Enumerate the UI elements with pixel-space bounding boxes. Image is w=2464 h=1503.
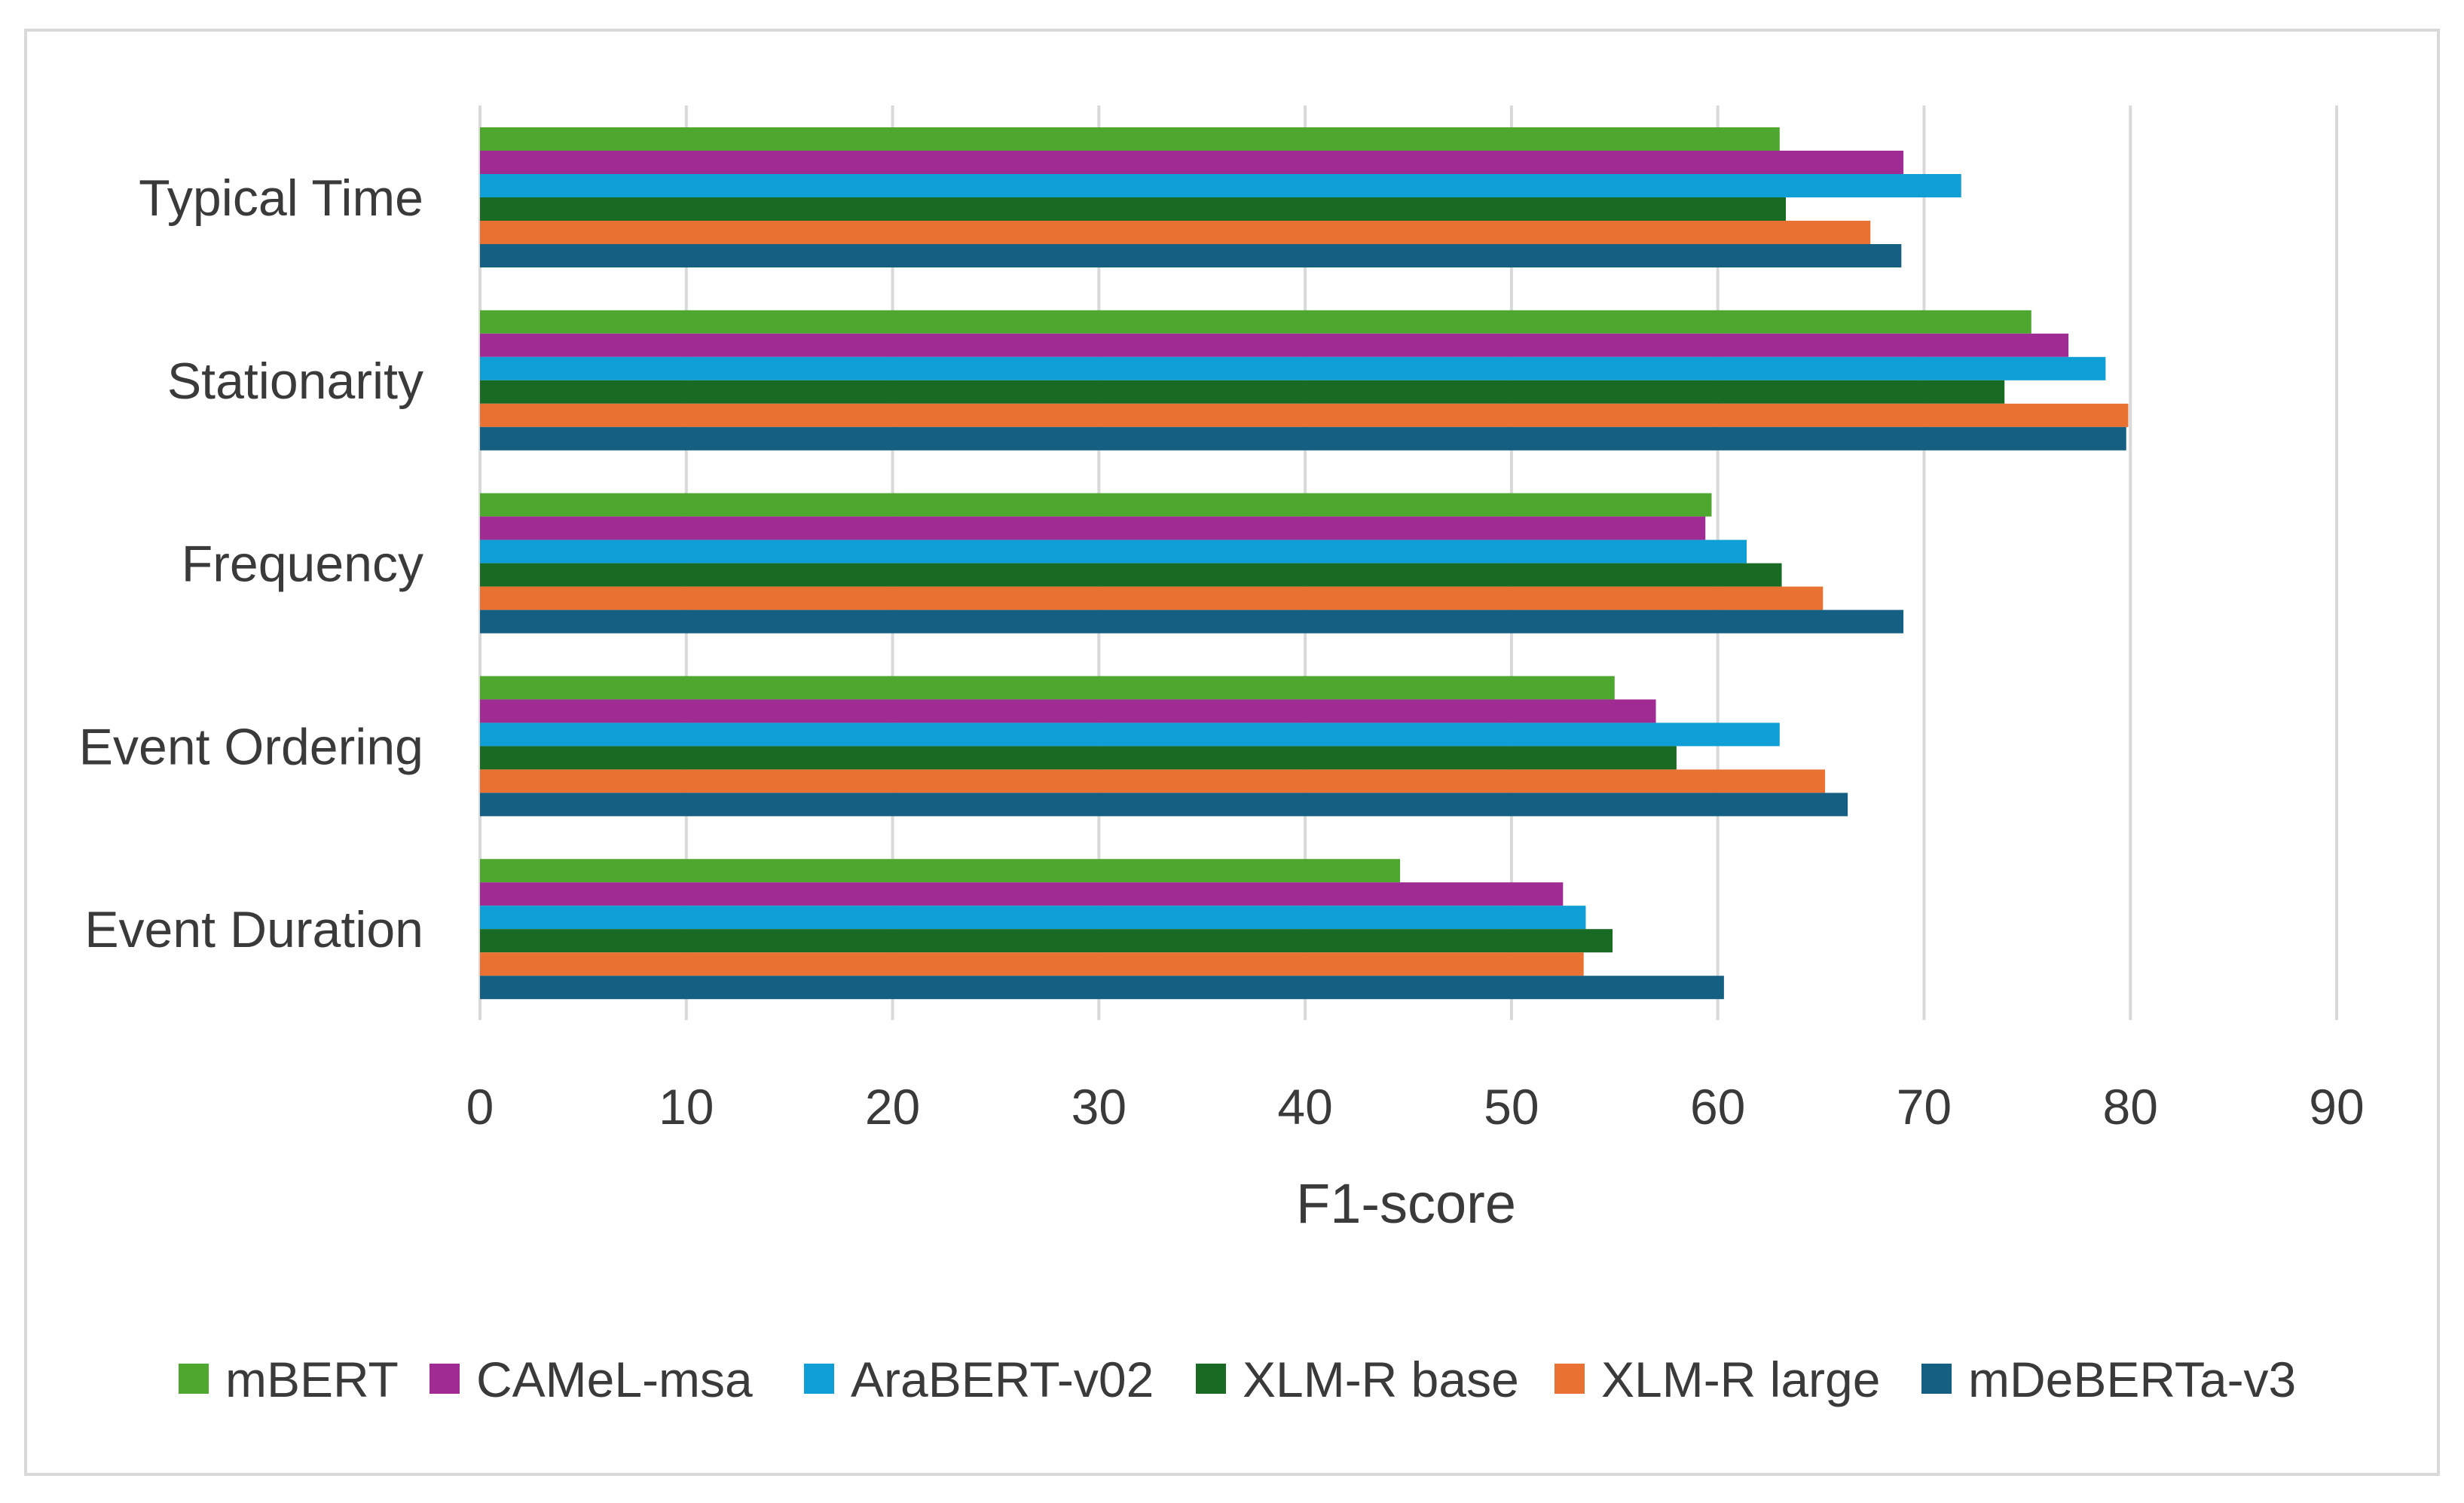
- x-axis-title: F1-score: [1296, 1172, 1516, 1235]
- bar-arabert-v02-frequency: [480, 539, 1747, 564]
- bar-arabert-v02-event-duration: [480, 906, 1586, 930]
- bar-xlm-r-large-event-ordering: [480, 769, 1826, 793]
- category-label: Event Ordering: [79, 718, 423, 775]
- bar-xlm-r-large-event-duration: [480, 952, 1584, 976]
- legend-label: CAMeL-msa: [476, 1352, 753, 1407]
- legend-swatch: [1555, 1364, 1585, 1394]
- legend-label: XLM-R large: [1601, 1352, 1880, 1407]
- x-tick-label: 40: [1277, 1079, 1332, 1135]
- bar-mbert-frequency: [480, 493, 1712, 517]
- legend-swatch: [430, 1364, 460, 1394]
- x-tick-label: 80: [2103, 1079, 2158, 1135]
- bar-arabert-v02-typical-time: [480, 174, 1961, 197]
- x-tick-label: 0: [466, 1079, 494, 1135]
- bars: [480, 127, 2129, 1000]
- bar-mdeberta-v3-frequency: [480, 609, 1904, 634]
- bar-mbert-stationarity: [480, 310, 2031, 334]
- bar-arabert-v02-event-ordering: [480, 722, 1780, 747]
- legend-swatch: [1921, 1364, 1952, 1394]
- x-tick-label: 90: [2309, 1079, 2364, 1135]
- x-tick-label: 20: [865, 1079, 920, 1135]
- bar-xlm-r-base-frequency: [480, 563, 1782, 587]
- bar-xlm-r-base-stationarity: [480, 380, 2005, 404]
- bar-mdeberta-v3-stationarity: [480, 426, 2126, 451]
- bar-camel-msa-event-duration: [480, 882, 1564, 906]
- x-tick-label: 10: [659, 1079, 714, 1135]
- bar-mdeberta-v3-typical-time: [480, 244, 1902, 267]
- bar-xlm-r-base-event-ordering: [480, 746, 1677, 770]
- x-tick-label: 30: [1072, 1079, 1127, 1135]
- bar-mdeberta-v3-event-duration: [480, 976, 1724, 1000]
- bar-mdeberta-v3-event-ordering: [480, 793, 1848, 817]
- legend: mBERT CAMeL-msa AraBERT-v02 XLM-R base XLM-R…: [179, 1352, 2296, 1407]
- bar-xlm-r-large-typical-time: [480, 221, 1871, 244]
- x-tick-label: 60: [1690, 1079, 1745, 1135]
- category-label: Event Duration: [84, 901, 423, 958]
- bar-xlm-r-large-stationarity: [480, 403, 2129, 427]
- legend-swatch: [179, 1364, 209, 1394]
- bar-camel-msa-stationarity: [480, 333, 2069, 357]
- category-labels: Typical Time Stationarity Frequency Event O…: [79, 170, 423, 958]
- x-axis-ticks: 0 10 20 30 40 50 60 70 80 90: [466, 1079, 2365, 1135]
- legend-label: mBERT: [225, 1352, 399, 1407]
- bar-camel-msa-event-ordering: [480, 699, 1656, 723]
- legend-swatch: [804, 1364, 834, 1394]
- legend-label: mDeBERTa-v3: [1968, 1352, 2296, 1407]
- bar-camel-msa-frequency: [480, 516, 1706, 540]
- category-label: Frequency: [182, 536, 423, 593]
- bar-xlm-r-base-event-duration: [480, 929, 1613, 953]
- x-tick-label: 70: [1897, 1079, 1952, 1135]
- legend-label: XLM-R base: [1243, 1352, 1519, 1407]
- bar-xlm-r-base-typical-time: [480, 197, 1787, 221]
- bar-xlm-r-large-frequency: [480, 586, 1824, 610]
- category-label: Stationarity: [167, 353, 423, 410]
- legend-label: AraBERT-v02: [851, 1352, 1154, 1407]
- x-tick-label: 50: [1484, 1079, 1539, 1135]
- legend-swatch: [1196, 1364, 1226, 1394]
- bar-mbert-event-ordering: [480, 676, 1615, 700]
- bar-mbert-typical-time: [480, 127, 1780, 151]
- bar-mbert-event-duration: [480, 859, 1401, 883]
- bar-camel-msa-typical-time: [480, 151, 1904, 174]
- bar-arabert-v02-stationarity: [480, 356, 2106, 380]
- category-label: Typical Time: [139, 170, 423, 227]
